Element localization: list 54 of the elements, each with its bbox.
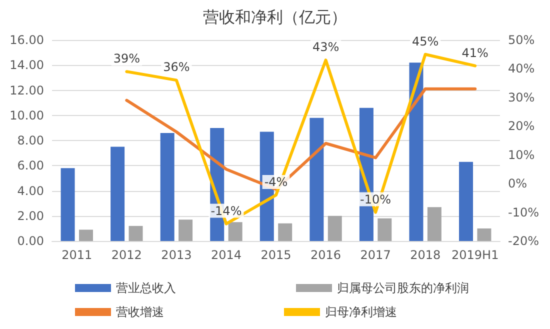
data-label: 45% [412,34,439,48]
x-tick-label: 2014 [210,248,242,262]
x-tick-label: 2018 [410,248,441,262]
bar [278,223,292,241]
chart-title: 营收和净利（亿元） [203,8,347,26]
y-tick-label: 16.00 [10,33,44,47]
y2-tick-label: 10% [508,148,535,162]
data-label: 36% [163,60,190,74]
bar [228,222,242,241]
x-tick-label: 2015 [260,248,292,262]
bar [328,216,342,241]
x-tick-label: 2017 [360,248,391,262]
data-label: 43% [312,40,340,54]
data-label: -10% [360,192,392,206]
bar [178,220,193,241]
y-tick-label: 6.00 [17,158,44,173]
y2-tick-label: -10% [508,205,540,220]
y-tick-label: 4.00 [17,184,44,198]
x-tick-label: 2011 [62,248,92,262]
x-tick-label: 2019H1 [452,248,499,262]
data-label: -4% [264,175,288,190]
y2-tick-label: 30% [508,90,535,104]
legend-label: 归母净利增速 [325,305,397,319]
bar [160,132,174,241]
bar [128,226,143,241]
bar [60,168,75,241]
data-label: 39% [113,52,140,66]
y-tick-label: 2.00 [17,208,44,223]
y2-tick-label: 50% [508,33,535,47]
legend-label: 营业总收入 [116,281,176,295]
y-tick-label: 0.00 [17,234,44,248]
bar [477,228,492,241]
legend-label: 营收增速 [116,305,164,319]
y-tick-label: 12.00 [10,83,44,98]
bar [310,118,324,241]
y2-tick-label: 40% [508,62,535,76]
bar [110,146,125,241]
legend-label: 归属母公司股东的净利润 [337,281,469,295]
bar [409,62,424,241]
y-tick-label: 10.00 [10,108,44,122]
y-tick-label: 8.00 [17,134,44,148]
y2-tick-label: -20% [508,234,540,248]
data-label: 41% [462,46,488,60]
x-tick-label: 2013 [161,248,192,262]
bar [78,230,93,241]
x-tick-label: 2012 [111,248,142,262]
bar [427,207,442,241]
y-tick-label: 14.00 [10,58,44,72]
y2-tick-label: 0% [508,176,528,191]
x-tick-label: 2016 [310,248,342,262]
data-label: -14% [210,204,242,218]
bar [378,218,392,241]
bar [459,162,474,241]
y2-tick-label: 20% [508,119,535,134]
